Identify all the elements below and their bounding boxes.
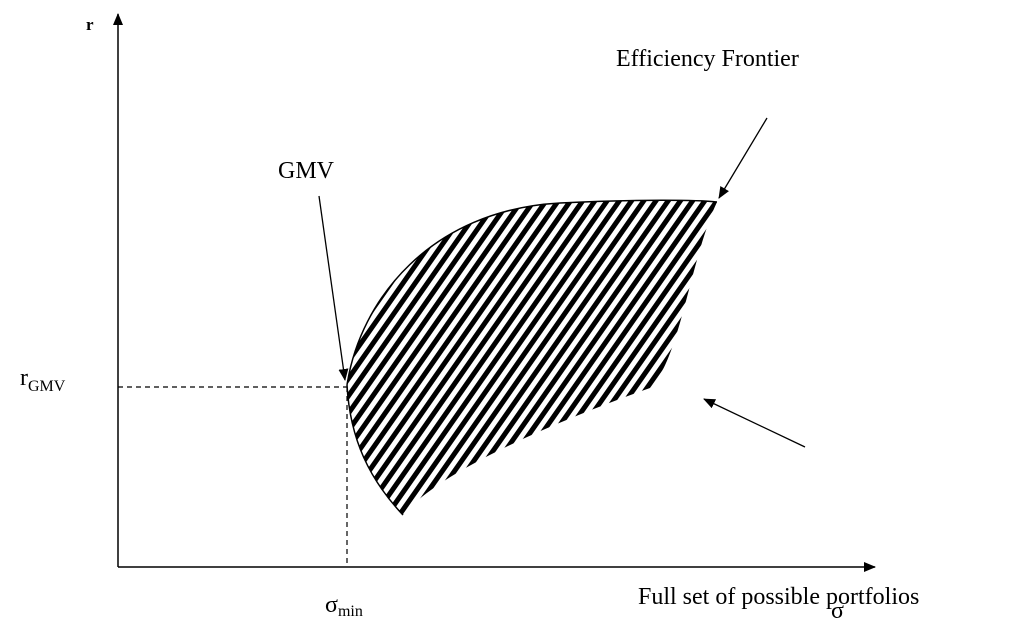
y-axis-label: r xyxy=(86,15,94,34)
label-sub: GMV xyxy=(28,378,66,395)
x-axis-label: σ xyxy=(831,598,844,624)
arrow xyxy=(718,117,768,199)
label-base: σ xyxy=(325,592,338,618)
gmv-annotation: GMV xyxy=(278,158,335,184)
efficient-frontier xyxy=(346,199,718,386)
r-gmv-label: rGMV xyxy=(20,365,66,395)
lower-boundary xyxy=(346,384,404,516)
frontier-annotation: Efficiency Frontier xyxy=(616,46,799,72)
portfolio-region xyxy=(347,200,717,515)
sigma-min-label: σmin xyxy=(325,592,363,620)
label-sub: min xyxy=(338,603,363,620)
full-set-annotation: Full set of possible portfolios xyxy=(638,584,919,610)
label-base: r xyxy=(20,365,28,391)
arrow xyxy=(703,398,806,448)
arrow xyxy=(318,195,349,381)
